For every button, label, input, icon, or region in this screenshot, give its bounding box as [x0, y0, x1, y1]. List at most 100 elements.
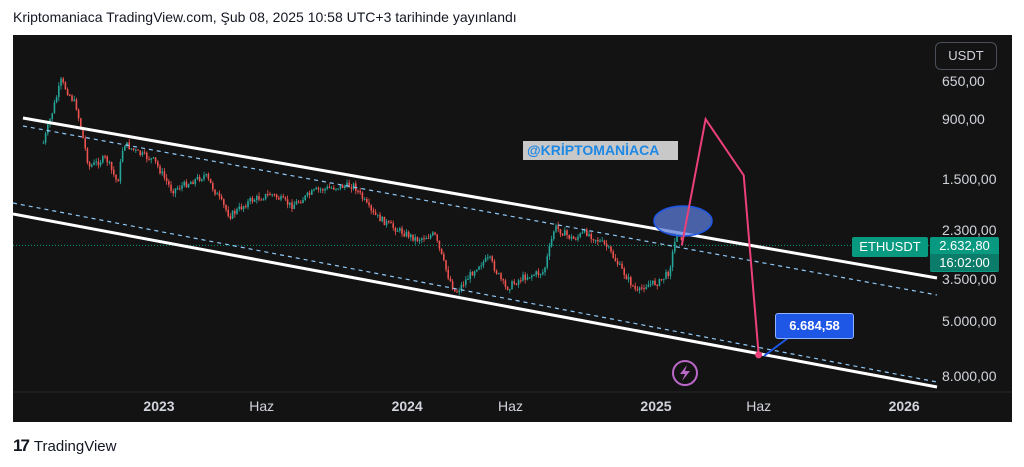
candle [165, 173, 168, 185]
candle [577, 234, 579, 242]
candle [674, 238, 676, 255]
candle-body [388, 221, 390, 223]
chart-panel[interactable]: USDT 650,00 900,00 1.500,00 2.300,00 3.500,0… [13, 35, 1012, 422]
candle-body [97, 161, 100, 166]
candle [570, 234, 573, 241]
candle [119, 158, 122, 185]
candle [339, 185, 342, 191]
channel-lower-dashed-line[interactable] [13, 202, 938, 383]
candle [621, 260, 623, 270]
projection-path[interactable] [680, 116, 760, 355]
candle-body [198, 176, 201, 181]
candle-body [284, 197, 287, 200]
candle-body [168, 181, 170, 185]
candle [236, 207, 238, 216]
candle [511, 279, 513, 290]
candle [350, 184, 353, 193]
candle [502, 278, 505, 285]
candle [524, 272, 527, 284]
candle-body [77, 109, 80, 119]
candle-body [502, 279, 505, 281]
candle-body [654, 280, 656, 285]
candle-body [328, 186, 331, 188]
candle-body [572, 236, 575, 239]
footer-brand[interactable]: 17 TradingView [13, 436, 116, 456]
candle-body [621, 263, 623, 269]
candle-body [245, 206, 247, 208]
candle [102, 154, 104, 164]
candle [410, 233, 412, 241]
candle-body [489, 256, 491, 258]
candle [148, 156, 150, 161]
candle-body [405, 231, 408, 237]
candle [168, 179, 170, 188]
currency-button[interactable]: USDT [935, 42, 997, 70]
highlight-ellipse[interactable] [653, 205, 713, 237]
candle [341, 183, 344, 189]
candle [467, 275, 469, 280]
candle [322, 187, 324, 194]
candle-body [139, 150, 142, 155]
candle [137, 148, 139, 151]
candle [473, 270, 476, 279]
time-axis-label: Haz [746, 398, 772, 414]
candle-body [51, 113, 54, 120]
candle-body [119, 161, 122, 182]
candle-body [568, 235, 571, 239]
candle-body [366, 198, 368, 203]
candle [311, 188, 313, 196]
candle [225, 204, 227, 213]
candle [240, 203, 243, 211]
channel-lower-line[interactable] [13, 212, 938, 389]
candle-body [676, 233, 678, 242]
candle [231, 210, 234, 220]
candle [667, 270, 670, 279]
candle-body [423, 238, 425, 240]
candle-body [113, 169, 115, 175]
candle [115, 174, 117, 183]
candle-body [214, 189, 216, 195]
candle [75, 97, 78, 111]
candle [491, 255, 494, 263]
candle [546, 253, 549, 270]
candle-body [108, 161, 111, 163]
candle [88, 160, 91, 170]
candle [434, 231, 436, 236]
candle-body [53, 102, 56, 114]
candle [627, 273, 630, 283]
candle-body [370, 205, 373, 211]
candle-body [124, 145, 126, 151]
chart-canvas[interactable] [13, 35, 1012, 422]
candle-body [192, 182, 194, 185]
candle-body [368, 202, 370, 206]
candle [282, 193, 285, 198]
candle [456, 288, 458, 293]
target-point[interactable] [755, 351, 763, 359]
candle-body [438, 240, 441, 249]
candle [564, 227, 566, 236]
candle [447, 265, 450, 281]
channel-upper-dashed-line[interactable] [22, 125, 938, 296]
candle-body [260, 199, 263, 201]
candle-body [64, 82, 67, 90]
candle-body [627, 277, 630, 280]
candle [192, 179, 194, 185]
candle [478, 265, 480, 271]
candle [245, 203, 247, 209]
candle-body [247, 201, 249, 208]
candle-body [592, 239, 595, 241]
candle [271, 193, 274, 198]
candle-body [597, 239, 599, 242]
candle [130, 148, 133, 151]
candle [55, 95, 58, 104]
target-price-callout[interactable]: 6.684,58 [775, 313, 854, 339]
candle-body [165, 177, 168, 182]
candle [256, 194, 258, 204]
channel-upper-line[interactable] [22, 116, 938, 280]
candle [357, 189, 359, 195]
candle-body [121, 150, 124, 162]
candle-body [348, 182, 351, 188]
lightning-icon[interactable] [672, 360, 698, 386]
target-callout-pointer [763, 337, 789, 357]
candle [128, 138, 131, 150]
